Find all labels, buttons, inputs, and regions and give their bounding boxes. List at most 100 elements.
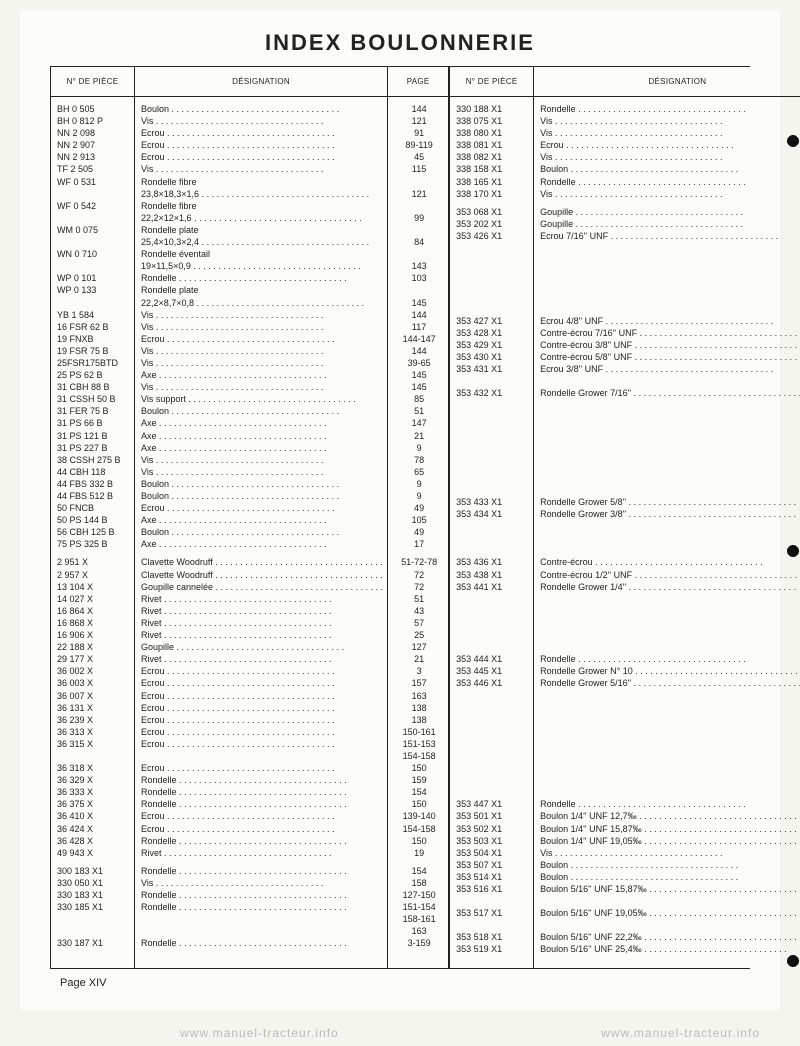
- table-cell: 300 183 X1: [57, 865, 130, 877]
- table-cell: [456, 399, 529, 411]
- table-cell: 51: [394, 593, 444, 605]
- table-cell: Rivet: [141, 617, 383, 629]
- table-cell: 36 333 X: [57, 786, 130, 798]
- table-cell: [540, 532, 800, 544]
- right-group: N° DE PIÈCE 330 188 X1338 075 X1338 080 …: [449, 67, 800, 968]
- table-cell: [540, 738, 800, 750]
- table-cell: Contre-écrou 7/16'' UNF: [540, 327, 800, 339]
- table-cell: 150: [394, 835, 444, 847]
- table-cell: YB 1 584: [57, 309, 130, 321]
- table-cell: 145: [394, 297, 444, 309]
- table-cell: Vis: [141, 345, 383, 357]
- table-cell: 72: [394, 569, 444, 581]
- hdr-page: PAGE: [388, 67, 448, 97]
- table-cell: [57, 925, 130, 937]
- table-cell: 49: [394, 526, 444, 538]
- table-cell: [540, 762, 800, 774]
- table-cell: 145: [394, 381, 444, 393]
- table-cell: [141, 913, 383, 925]
- table-cell: WF 0 542: [57, 200, 130, 212]
- table-cell: [57, 188, 130, 200]
- table-cell: Ecrou: [141, 502, 383, 514]
- table-cell: Boulon: [141, 103, 383, 115]
- table-cell: Boulon: [141, 526, 383, 538]
- table-cell: BH 0 812 P: [57, 115, 130, 127]
- table-cell: Ecrou 4/8'' UNF: [540, 315, 800, 327]
- table-cell: 2 951 X: [57, 556, 130, 568]
- table-cell: 9: [394, 490, 444, 502]
- table-cell: 14 027 X: [57, 593, 130, 605]
- table-cell: [540, 472, 800, 484]
- binder-hole: [782, 540, 800, 562]
- table-cell: Rondelle: [540, 176, 800, 188]
- table-cell: Boulon: [141, 405, 383, 417]
- table-cell: 36 428 X: [57, 835, 130, 847]
- table-cell: [456, 290, 529, 302]
- table-cell: 353 441 X1: [456, 581, 529, 593]
- table-cell: Vis support: [141, 393, 383, 405]
- table-cell: [540, 290, 800, 302]
- table-cell: Ecrou: [141, 823, 383, 835]
- table-cell: Rondelle: [141, 786, 383, 798]
- table-cell: BH 0 505: [57, 103, 130, 115]
- table-cell: Ecrou: [141, 690, 383, 702]
- table-cell: 22,2×12×1,6: [141, 212, 383, 224]
- table-cell: 36 239 X: [57, 714, 130, 726]
- table-cell: [456, 690, 529, 702]
- table-cell: [456, 242, 529, 254]
- table-cell: 330 050 X1: [57, 877, 130, 889]
- table-cell: [456, 738, 529, 750]
- table-cell: 3: [394, 665, 444, 677]
- table-cell: 19 FNXB: [57, 333, 130, 345]
- table-cell: 150: [394, 798, 444, 810]
- table-cell: [540, 460, 800, 472]
- table-cell: 49: [394, 502, 444, 514]
- table-cell: 19: [394, 847, 444, 859]
- table-cell: 29 177 X: [57, 653, 130, 665]
- table-cell: 9: [394, 442, 444, 454]
- table-cell: Boulon 5/16'' UNF 15,87‰: [540, 883, 800, 895]
- table-cell: Rivet: [141, 593, 383, 605]
- hdr-desig: DÉSIGNATION: [135, 67, 387, 97]
- table-cell: 31 FER 75 B: [57, 405, 130, 417]
- table-cell: Rondelle: [540, 798, 800, 810]
- table-cell: 44 CBH 118: [57, 466, 130, 478]
- table-cell: [540, 895, 800, 907]
- binder-hole: [782, 130, 800, 152]
- watermark: www.manuel-tracteur.info: [601, 1026, 760, 1040]
- table-cell: Axe: [141, 369, 383, 381]
- table-cell: Rondelle: [141, 835, 383, 847]
- table-cell: 145: [394, 369, 444, 381]
- table-cell: 36 424 X: [57, 823, 130, 835]
- table-cell: Axe: [141, 430, 383, 442]
- page-title: INDEX BOULONNERIE: [50, 30, 750, 56]
- col-part-right: N° DE PIÈCE 330 188 X1338 075 X1338 080 …: [449, 67, 533, 968]
- table-cell: Rondelle Grower 1/4'': [540, 581, 800, 593]
- table-cell: 25,4×10,3×2,4: [141, 236, 383, 248]
- table-cell: [456, 919, 529, 931]
- table-cell: WF 0 531: [57, 176, 130, 188]
- table-cell: Goupille: [540, 206, 800, 218]
- table-cell: 144-147: [394, 333, 444, 345]
- table-cell: Ecrou: [141, 139, 383, 151]
- table-cell: 105: [394, 514, 444, 526]
- table-cell: Vis: [540, 151, 800, 163]
- table-cell: 150-161: [394, 726, 444, 738]
- table-cell: 353 518 X1: [456, 931, 529, 943]
- table-cell: 84: [394, 236, 444, 248]
- table-cell: Clavette Woodruff: [141, 556, 383, 568]
- table-cell: 13 104 X: [57, 581, 130, 593]
- table-cell: [540, 726, 800, 738]
- table-cell: Vis: [141, 115, 383, 127]
- table-cell: Rondelle: [141, 865, 383, 877]
- table-cell: Boulon 1/4'' UNF 12,7‰: [540, 810, 800, 822]
- table-cell: 31 PS 227 B: [57, 442, 130, 454]
- table-cell: 353 447 X1: [456, 798, 529, 810]
- table-cell: [540, 605, 800, 617]
- table-cell: 25 PS 62 B: [57, 369, 130, 381]
- table-cell: WM 0 075: [57, 224, 130, 236]
- table-cell: 25: [394, 629, 444, 641]
- table-cell: Vis: [141, 381, 383, 393]
- table-cell: 353 514 X1: [456, 871, 529, 883]
- table-cell: [456, 895, 529, 907]
